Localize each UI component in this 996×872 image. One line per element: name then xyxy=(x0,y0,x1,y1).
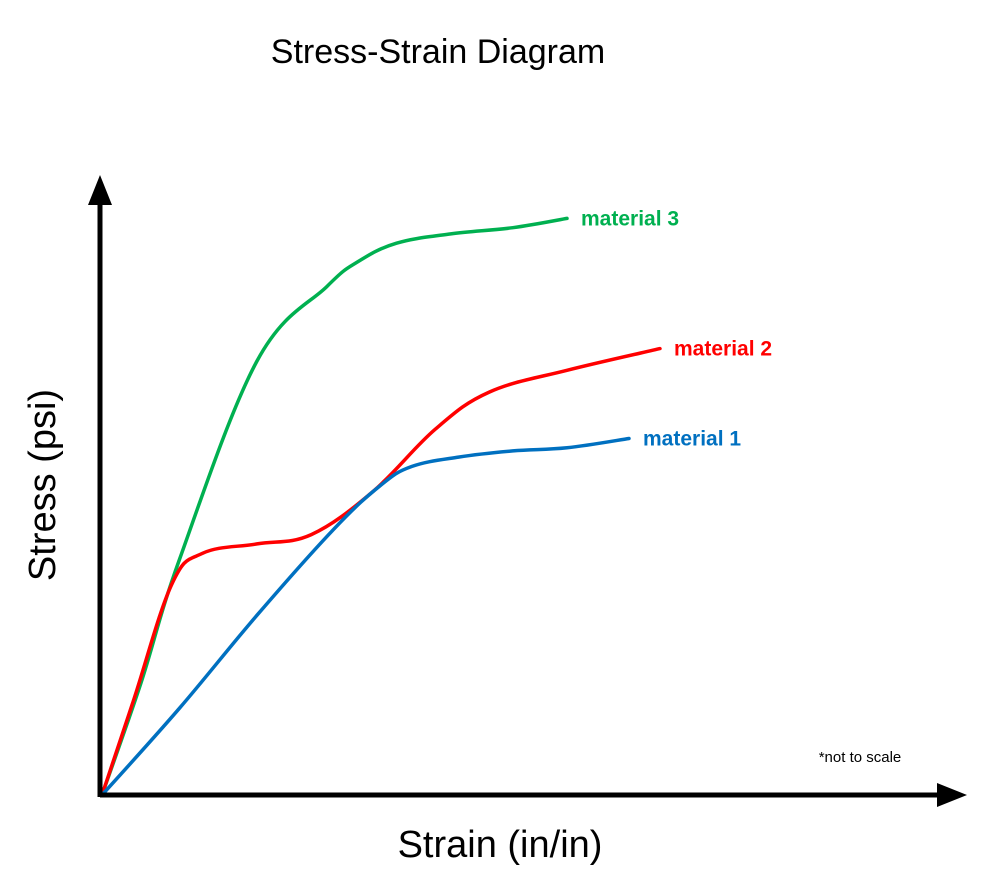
series-layer xyxy=(100,216,662,797)
series-line-material-2 xyxy=(100,346,662,797)
x-axis-label: Strain (in/in) xyxy=(398,824,603,866)
series-label-material-1: material 1 xyxy=(643,428,741,451)
series-line-material-1 xyxy=(100,436,631,797)
series-label-material-3: material 3 xyxy=(581,207,679,230)
not-to-scale-note: *not to scale xyxy=(819,749,902,766)
legend-layer: material 3 material 2 material 1 xyxy=(581,207,772,450)
y-axis-arrow xyxy=(88,175,112,205)
y-axis-label: Stress (psi) xyxy=(22,389,64,581)
series-label-material-2: material 2 xyxy=(674,338,772,361)
chart-title: Stress-Strain Diagram xyxy=(271,33,605,71)
series-line-material-3 xyxy=(100,216,569,797)
x-axis-arrow xyxy=(937,783,967,807)
